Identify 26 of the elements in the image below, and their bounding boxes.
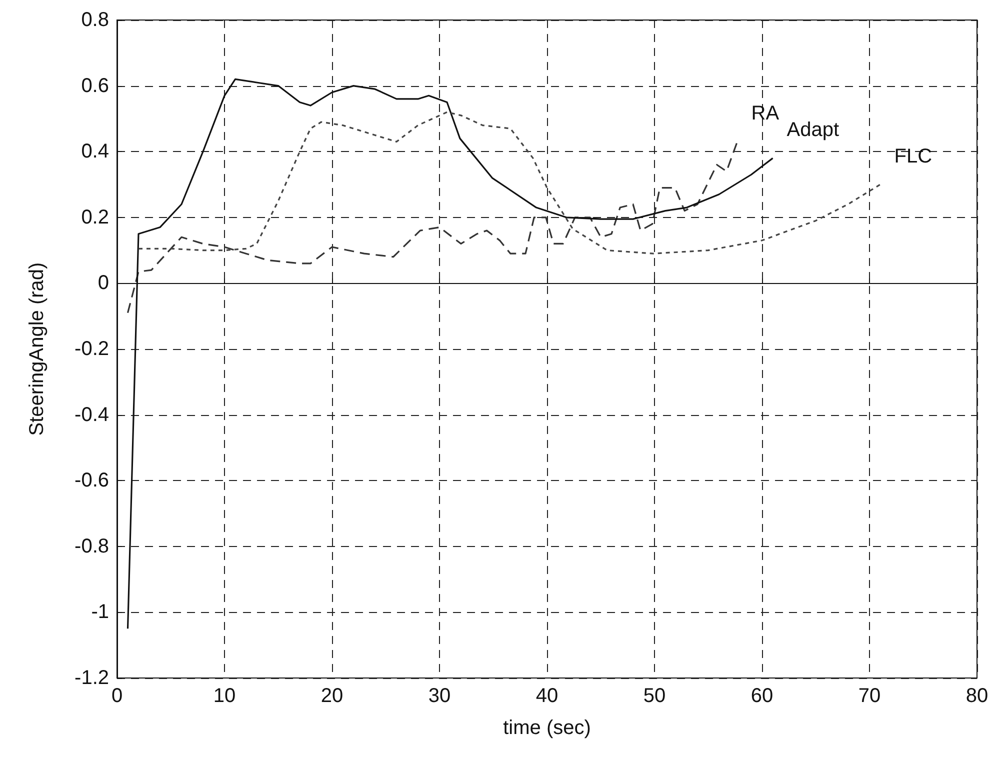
x-tick-label: 40 (536, 685, 558, 707)
line-series (126, 140, 738, 314)
x-tick-label: 10 (213, 685, 236, 707)
y-tick-label: 0.4 (81, 140, 109, 163)
y-tick-label: -0.4 (74, 404, 109, 426)
y-axis-title: SteeringAngle (rad) (26, 262, 48, 436)
y-tick-label: 0.8 (81, 9, 109, 31)
x-tick-label: 30 (428, 685, 451, 707)
y-tick-label: -1 (91, 601, 109, 624)
y-tick-label: -0.8 (74, 535, 109, 558)
y-tick-label: -1.2 (74, 667, 109, 689)
series-label: RA (751, 102, 780, 125)
y-tick-label: 0 (98, 272, 109, 294)
series-label: FLC (894, 146, 932, 168)
x-axis-title: time (sec) (503, 717, 591, 739)
series-label: Adapt (786, 119, 840, 142)
y-tick-label: -0.6 (74, 470, 109, 492)
x-tick-label: 70 (858, 685, 881, 707)
y-tick-label: 0.2 (81, 206, 109, 228)
x-tick-label: 50 (643, 685, 666, 707)
x-tick-label: 20 (320, 685, 344, 707)
x-tick-label: 80 (966, 685, 988, 707)
x-tick-label: 60 (750, 685, 774, 707)
x-tick-label: 0 (111, 685, 123, 707)
y-tick-label: 0.6 (81, 74, 109, 97)
y-tick-label: -0.2 (74, 338, 109, 360)
